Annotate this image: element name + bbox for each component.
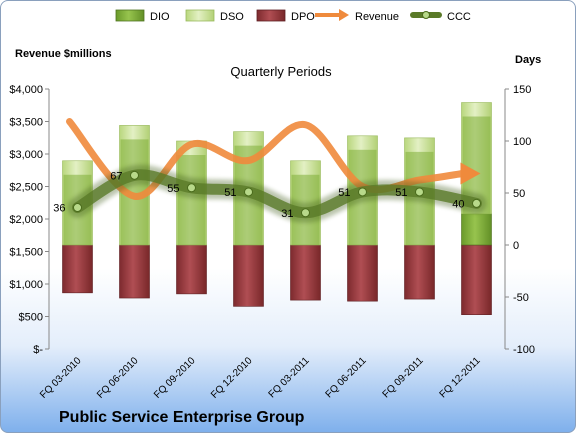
ccc-point (187, 183, 196, 193)
ccc-data-label: 31 (281, 208, 293, 220)
left-tick-label: $1,000 (9, 279, 43, 291)
x-tick-label: FQ 06-2010 (95, 355, 141, 401)
ccc-point (415, 187, 424, 197)
revenue-arrowhead (460, 162, 481, 185)
dpo-bar (461, 244, 492, 315)
dpo-bar (290, 244, 321, 301)
ccc-point (73, 203, 82, 213)
x-tick-label: FQ 03-2010 (38, 355, 84, 401)
left-tick-label: $- (33, 344, 43, 356)
right-tick-label: -100 (513, 344, 535, 356)
dpo-bar (62, 244, 93, 294)
right-tick-label: 100 (513, 136, 531, 148)
ccc-data-label: 51 (338, 187, 350, 199)
x-tick-label: FQ 12-2011 (438, 355, 483, 400)
ccc-point (244, 187, 253, 197)
legend-label: DSO (220, 11, 244, 23)
legend-swatch (115, 9, 145, 22)
legend-label: DPO (291, 11, 315, 23)
plot-area: $4,000 $3,500 $3,000 $2,500 $2,000 $1,500 $1,0… (9, 84, 535, 401)
dpo-bar (119, 244, 150, 299)
right-tick-label: 0 (513, 240, 519, 252)
ccc-point (472, 198, 481, 208)
x-tick-label: FQ 09-2010 (152, 355, 198, 401)
dso-bar-shade (177, 155, 206, 245)
legend-label: DIO (150, 11, 170, 23)
ccc-data-label: 36 (53, 203, 65, 215)
dpo-bar (233, 244, 264, 307)
legend: DIO DSO DPO Revenue CCC (115, 9, 471, 23)
x-tick-label: FQ 09-2011 (381, 355, 426, 400)
left-tick-label: $4,000 (9, 84, 43, 96)
ccc-data-label: 55 (167, 183, 179, 195)
ccc-data-label: 40 (452, 198, 464, 210)
legend-label: Revenue (355, 11, 399, 23)
right-axis-title: Days (515, 54, 541, 66)
dpo-bar (176, 244, 207, 295)
ccc-point (301, 208, 310, 218)
x-tick-label: FQ 03-2011 (267, 355, 312, 400)
ccc-point (130, 170, 139, 180)
left-tick-label: $3,500 (9, 117, 43, 129)
ccc-data-label: 51 (395, 187, 407, 199)
legend-swatch (185, 9, 215, 22)
left-tick-label: $2,000 (9, 214, 43, 226)
left-tick-label: $500 (19, 312, 43, 324)
left-tick-label: $1,500 (9, 247, 43, 259)
left-tick-label: $2,500 (9, 182, 43, 194)
dio-bar (461, 213, 492, 246)
right-tick-label: -50 (513, 292, 529, 304)
legend-label: CCC (447, 11, 471, 23)
ccc-data-label: 51 (224, 187, 236, 199)
left-tick-label: $3,000 (9, 149, 43, 161)
legend-arrowhead (339, 9, 349, 21)
dpo-bar (404, 244, 435, 300)
legend-dot (422, 11, 430, 19)
legend-swatch (256, 9, 286, 22)
footer-title: Public Service Enterprise Group (59, 409, 305, 426)
right-tick-label: 150 (513, 84, 531, 96)
right-tick-label: 50 (513, 188, 525, 200)
left-axis-title: Revenue $millions (15, 48, 112, 60)
x-tick-label: FQ 12-2010 (209, 355, 255, 401)
ccc-data-label: 67 (110, 170, 122, 182)
dpo-bar (347, 244, 378, 302)
x-tick-label: FQ 06-2011 (324, 355, 369, 400)
ccc-point (358, 187, 367, 197)
chart-title: Quarterly Periods (230, 64, 332, 79)
